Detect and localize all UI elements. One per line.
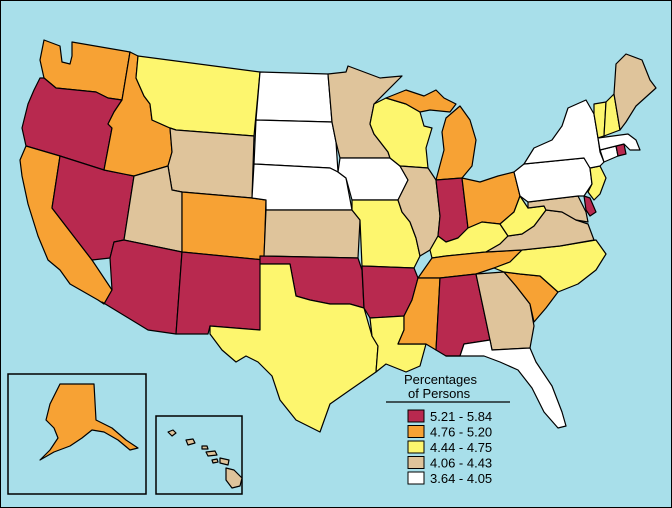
state-alaska [39, 383, 139, 461]
legend-swatch [407, 425, 425, 438]
state-vermont [593, 101, 607, 139]
state-michigan [385, 89, 477, 181]
state-mississippi [397, 277, 441, 351]
legend-label: 3.64 - 4.05 [430, 471, 492, 486]
state-texas [209, 263, 379, 433]
state-maryland [527, 195, 589, 223]
state-hawaii [167, 429, 243, 489]
legend-swatch [407, 456, 425, 469]
state-colorado [181, 191, 267, 261]
legend-title-line2: of Persons [408, 386, 471, 401]
state-nebraska [251, 163, 353, 211]
state-delaware [583, 195, 597, 217]
state-maine [613, 53, 657, 131]
legend: Percentages of Persons 5.21 - 5.844.76 -… [386, 372, 510, 486]
state-wyoming [167, 127, 255, 199]
state-new-mexico [175, 251, 265, 335]
state-pennsylvania [513, 157, 593, 203]
legend-label: 4.44 - 4.75 [430, 440, 492, 455]
legend-label: 4.76 - 5.20 [430, 425, 492, 440]
legend-swatch [407, 440, 425, 454]
legend-label: 5.21 - 5.84 [430, 409, 492, 424]
legend-title-line1: Percentages [404, 372, 477, 387]
legend-swatch [407, 409, 425, 423]
state-new-jersey [587, 165, 607, 201]
legend-swatch [407, 471, 425, 485]
state-massachusetts [597, 133, 641, 151]
state-north-dakota [255, 71, 333, 123]
state-kansas [263, 209, 361, 259]
legend-label: 4.06 - 4.43 [430, 456, 492, 471]
state-florida [445, 339, 567, 429]
